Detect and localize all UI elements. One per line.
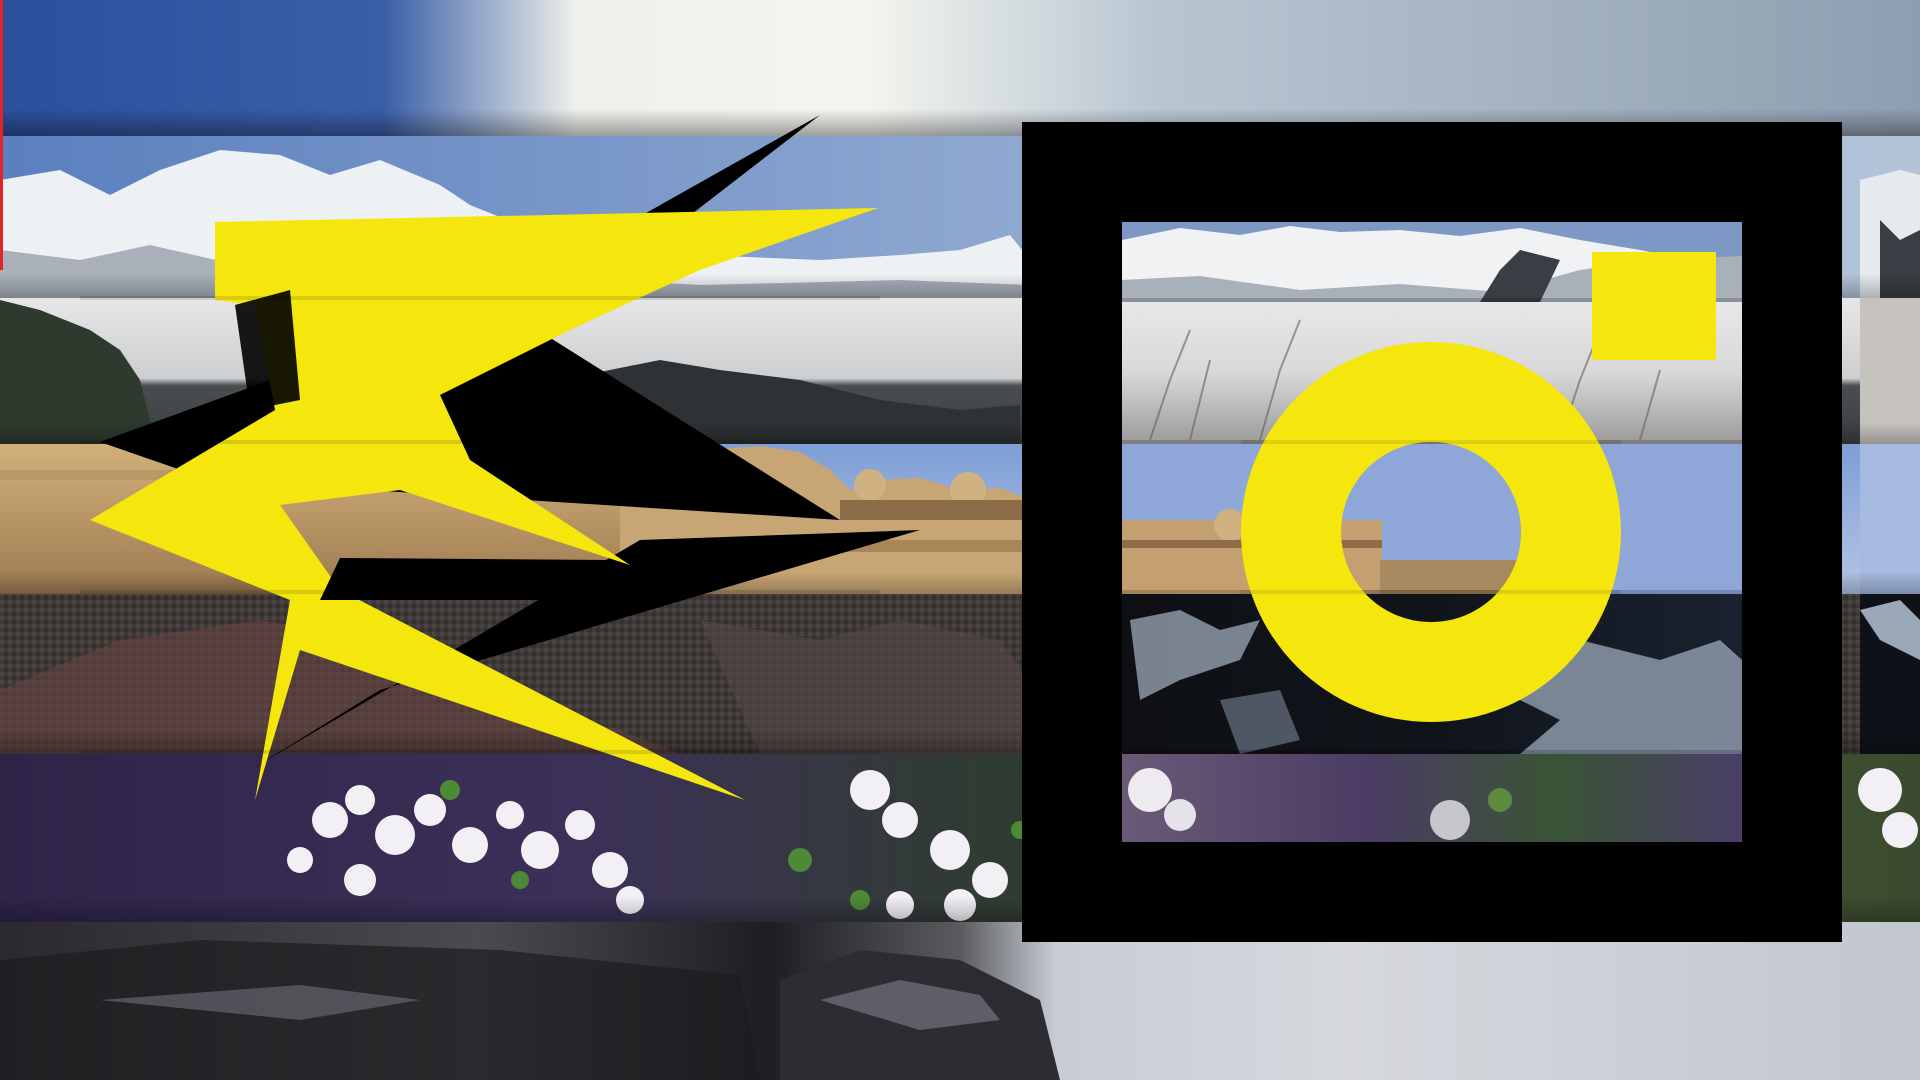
red-edge (0, 0, 3, 270)
pot-strip (0, 922, 1920, 1080)
camera-frame (1022, 122, 1842, 942)
flash-square (1592, 252, 1716, 360)
